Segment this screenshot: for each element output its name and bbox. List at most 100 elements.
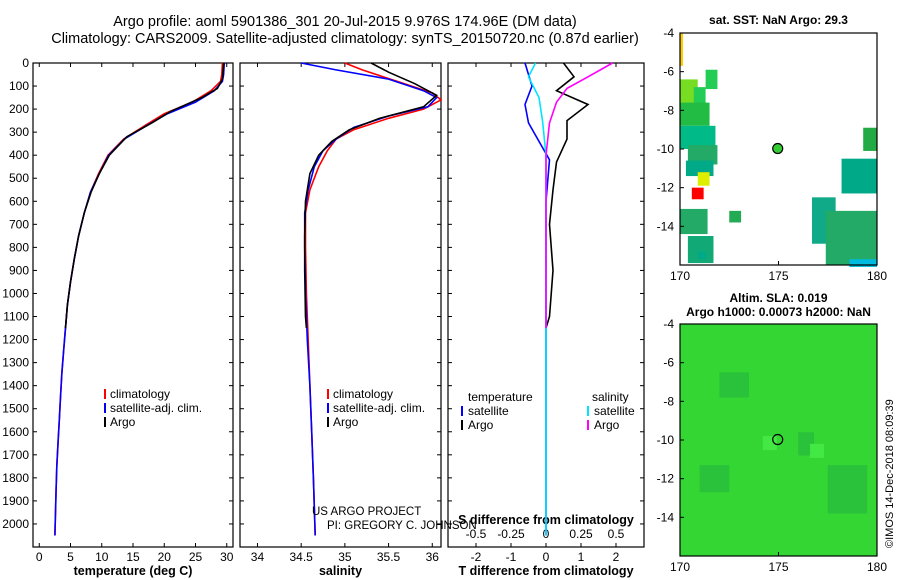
sst-patch	[691, 187, 704, 200]
difference-series-salinity-satellite	[527, 62, 547, 536]
sst_map-xtick-label: 180	[867, 269, 887, 283]
salinity-series-satellite-adj-clim-	[301, 62, 438, 536]
difference-series-temperature-argo	[545, 62, 590, 329]
depth-tick-label: 700	[9, 217, 29, 231]
depth-tick-label: 1500	[2, 402, 29, 416]
depth-tick-label: 1300	[2, 356, 29, 370]
legend-label: Argo	[333, 415, 359, 429]
sla_map-title: Altim. SLA: 0.019	[729, 291, 827, 305]
salinity-difference-tick-label: 0.5	[608, 527, 625, 541]
sst-patch	[841, 158, 877, 194]
figure-title-line1: Argo profile: aoml 5901386_301 20-Jul-20…	[113, 14, 577, 30]
salinity-series-climatology	[304, 62, 443, 536]
sst-patch	[680, 79, 698, 105]
sst-patch	[693, 87, 706, 117]
figure-title-line2: Climatology: CARS2009. Satellite-adjuste…	[51, 31, 639, 47]
depth-tick-label: 1400	[2, 379, 29, 393]
sst-patch	[849, 259, 877, 267]
sst-patch	[697, 251, 706, 260]
difference-xlabel: T difference from climatology	[458, 564, 633, 578]
sst-patch	[729, 210, 742, 223]
salinity-xtick-label: 35	[338, 550, 352, 564]
sla-field	[680, 324, 877, 556]
depth-tick-label: 900	[9, 263, 29, 277]
salinity-difference-tick-label: -0.25	[497, 527, 525, 541]
sst-patch	[680, 102, 710, 126]
sst-edge-patch	[680, 33, 683, 66]
sla-shade	[827, 465, 868, 514]
sla_map-xtick-label: 170	[670, 560, 690, 574]
depth-tick-label: 1900	[2, 494, 29, 508]
sst_map-xtick-label: 170	[670, 269, 690, 283]
sst_map-ytick-label: -10	[657, 142, 675, 156]
difference-xtick-label: 0	[543, 550, 550, 564]
sst_map-ytick-label: -14	[657, 219, 675, 233]
sst_map-title: sat. SST: NaN Argo: 29.3	[709, 13, 848, 27]
sst_map-xtick-label: 175	[768, 269, 788, 283]
sst_map-argo-location-marker	[772, 142, 784, 155]
sst-patch	[687, 145, 718, 165]
sst_map-ytick-label: -4	[663, 26, 674, 40]
depth-tick-label: 400	[9, 148, 29, 162]
legend-label: satellite-adj. clim.	[333, 401, 425, 415]
depth-tick-label: 600	[9, 194, 29, 208]
sla_map-xtick-label: 175	[768, 560, 788, 574]
sla_map-argo-location-marker	[772, 433, 784, 446]
depth-tick-label: 800	[9, 240, 29, 254]
imos-watermark: ©IMOS 14-Dec-2018 08:09:39	[884, 399, 896, 548]
temperature-xtick-label: 15	[126, 550, 140, 564]
depth-tick-label: 1700	[2, 448, 29, 462]
salinity-series-argo	[303, 62, 438, 329]
sst_map-ytick-label: -8	[663, 103, 674, 117]
sla_map-ytick-label: -8	[663, 394, 674, 408]
legend-title-temperature: temperature	[468, 390, 533, 404]
temperature-xlabel: temperature (deg C)	[74, 564, 193, 578]
sla-highlight	[810, 443, 825, 458]
legend-label: climatology	[110, 387, 170, 401]
temperature-xtick-label: 0	[36, 550, 43, 564]
salinity-difference-tick-label: 0.25	[569, 527, 593, 541]
depth-tick-label: 500	[9, 171, 29, 185]
temperature-series-satellite-adj-clim-	[54, 62, 226, 536]
temperature-xtick-label: 5	[67, 550, 74, 564]
depth-tick-label: 1200	[2, 333, 29, 347]
temperature-series-argo	[64, 62, 225, 329]
difference-xtick-label: 2	[613, 550, 620, 564]
sst-patch	[705, 69, 718, 90]
sla_map-subtitle: Argo h1000: 0.00073 h2000: NaN	[686, 305, 871, 319]
sst-patch	[825, 210, 877, 265]
sla_map-xtick-label: 180	[867, 560, 887, 574]
temperature-xtick-label: 25	[189, 550, 203, 564]
legend-label: satellite-adj. clim.	[110, 401, 202, 415]
depth-tick-label: 2000	[2, 517, 29, 531]
legend-label: satellite	[468, 404, 509, 418]
salinity-xtick-label: 35.5	[377, 550, 401, 564]
temperature-series-climatology	[54, 62, 224, 536]
salinity-plot-frame	[239, 62, 442, 548]
depth-tick-label: 200	[9, 102, 29, 116]
difference-xtick-label: -1	[506, 550, 517, 564]
depth-tick-label: 1800	[2, 471, 29, 485]
salinity-xtick-label: 34	[251, 550, 265, 564]
temperature-xtick-label: 30	[220, 550, 234, 564]
legend-label: Argo	[110, 415, 136, 429]
credit-pi: PI: GREGORY C. JOHNSON	[327, 520, 477, 532]
sst-patch	[680, 125, 716, 149]
legend-label: Argo	[594, 418, 620, 432]
legend-label: Argo	[468, 418, 494, 432]
salinity-xtick-label: 34.5	[289, 550, 313, 564]
legend-label: satellite	[594, 404, 635, 418]
legend-label: climatology	[333, 387, 393, 401]
sst_map-ytick-label: -6	[663, 65, 674, 79]
legend-title-salinity: salinity	[592, 390, 629, 404]
sst-patch	[680, 208, 708, 235]
salinity-xtick-label: 36	[426, 550, 440, 564]
depth-tick-label: 300	[9, 125, 29, 139]
sla_map-ytick-label: -14	[657, 510, 675, 524]
depth-tick-label: 100	[9, 79, 29, 93]
difference-xtick-label: 1	[578, 550, 585, 564]
sla_map-ytick-label: -4	[663, 317, 674, 331]
depth-tick-label: 1100	[3, 310, 29, 324]
